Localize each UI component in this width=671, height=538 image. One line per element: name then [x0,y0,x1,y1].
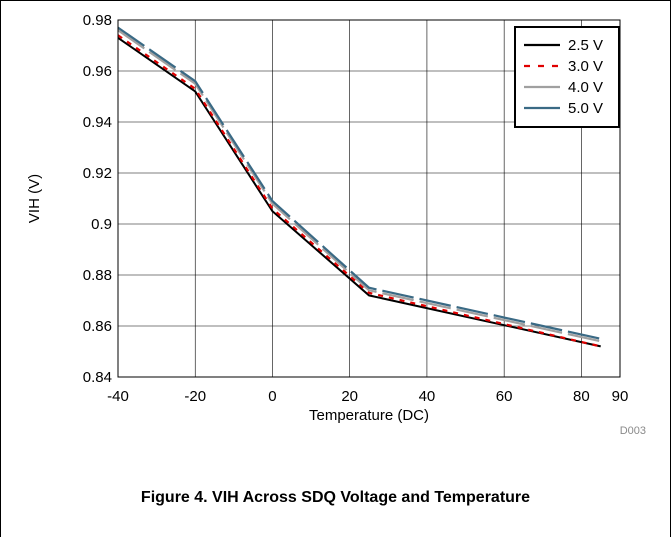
y-tick-label: 0.9 [91,216,112,233]
y-tick-label: 0.84 [83,369,112,386]
series-line-3-0-V [117,34,601,348]
x-tick-label: -20 [184,388,206,405]
y-tick-labels: 0.84 0.86 0.88 0.9 0.92 0.94 0.96 0.98 [83,12,112,386]
x-tick-label: 80 [573,388,590,405]
legend-label: 3.0 V [568,58,603,75]
chart: -40 -20 0 20 40 60 80 90 0.84 0.86 0.88 0.9 0.92 0.9… [26,12,646,437]
y-tick-label: 0.92 [83,165,112,182]
series-line-5-0-V [117,26,601,340]
x-tick-label: 60 [496,388,513,405]
y-tick-label: 0.94 [83,114,112,131]
x-tick-label: 0 [268,388,276,405]
y-tick-label: 0.86 [83,318,112,335]
plot-border [117,19,621,378]
x-tick-label: -40 [107,388,129,405]
y-axis-title: VIH (V) [26,174,43,223]
legend-label: 2.5 V [568,37,603,54]
legend-box [514,26,620,128]
x-axis-title: Temperature (DC) [309,407,429,424]
series-line-4-0-V [117,29,601,343]
series-line-2-5-V [117,37,601,348]
legend-label: 4.0 V [568,79,603,96]
y-tick-label: 0.88 [83,267,112,284]
y-tick-label: 0.98 [83,12,112,29]
legend-label: 5.0 V [568,100,603,117]
figure-caption: Figure 4. VIH Across SDQ Voltage and Tem… [140,489,531,506]
x-tick-label: 20 [341,388,358,405]
legend: 2.5 V 3.0 V 4.0 V 5.0 V [514,26,620,128]
figure-id: D003 [620,425,646,437]
y-tick-label: 0.96 [83,63,112,80]
x-tick-label: 90 [612,388,629,405]
series-lines [117,26,601,348]
x-tick-label: 40 [419,388,436,405]
x-tick-labels: -40 -20 0 20 40 60 80 90 [107,388,628,405]
